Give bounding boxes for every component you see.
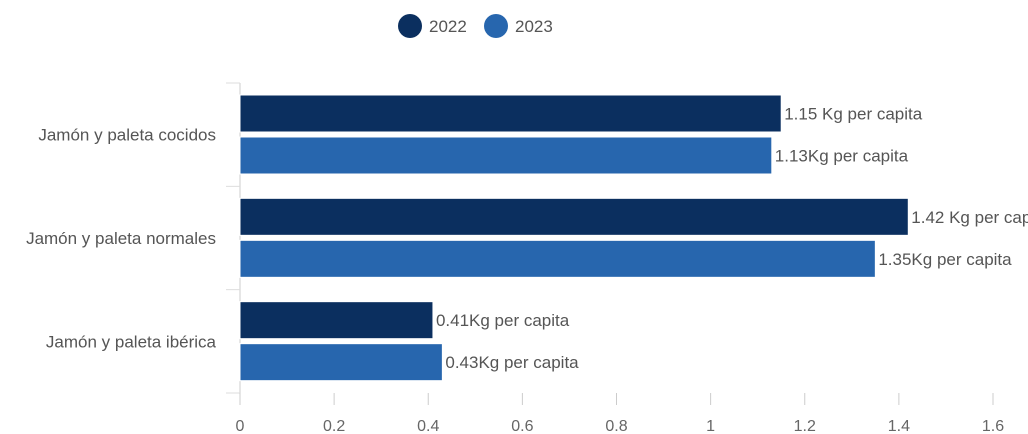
- data-label-2023: 0.43Kg per capita: [445, 353, 579, 372]
- x-tick-label: 1.6: [982, 418, 1004, 434]
- bar-2023: [239, 343, 443, 382]
- legend-label-2023: 2023: [515, 17, 553, 36]
- data-label-2023: 1.13Kg per capita: [775, 147, 909, 166]
- axes: 0 0.2 0.4 0.6 0.8 1 1.2 1.4 1.6 Jamón y paleta co…: [26, 82, 1004, 434]
- x-tick-label: 1: [706, 418, 715, 434]
- x-tick-label: 0.2: [323, 418, 345, 434]
- category-label: Jamón y paleta ibérica: [46, 332, 217, 351]
- legend: 2022 2023: [398, 14, 553, 38]
- data-labels: 1.15 Kg per capita 1.13Kg per capita 1.42 …: [436, 105, 1028, 373]
- bar-2022: [239, 94, 782, 133]
- data-label-2022: 1.15 Kg per capita: [784, 105, 923, 124]
- bars: [239, 94, 909, 382]
- x-tick-label: 0.6: [511, 418, 533, 434]
- bar-2022: [239, 197, 909, 236]
- data-label-2022: 0.41Kg per capita: [436, 311, 570, 330]
- legend-label-2022: 2022: [429, 17, 467, 36]
- data-label-2022: 1.42 Kg per capita: [911, 208, 1028, 227]
- data-label-2023: 1.35Kg per capita: [878, 250, 1012, 269]
- x-tick-label: 0.4: [417, 418, 439, 434]
- category-label: Jamón y paleta cocidos: [38, 126, 216, 145]
- bar-2023: [239, 239, 876, 278]
- legend-marker-2022: [398, 14, 422, 38]
- bar-2022: [239, 301, 434, 340]
- x-tick-label: 0: [236, 418, 245, 434]
- legend-marker-2023: [484, 14, 508, 38]
- bar-2023: [239, 136, 773, 175]
- x-tick-label: 0.8: [605, 418, 627, 434]
- category-label: Jamón y paleta normales: [26, 229, 216, 248]
- x-tick-label: 1.4: [888, 418, 910, 434]
- x-tick-label: 1.2: [794, 418, 816, 434]
